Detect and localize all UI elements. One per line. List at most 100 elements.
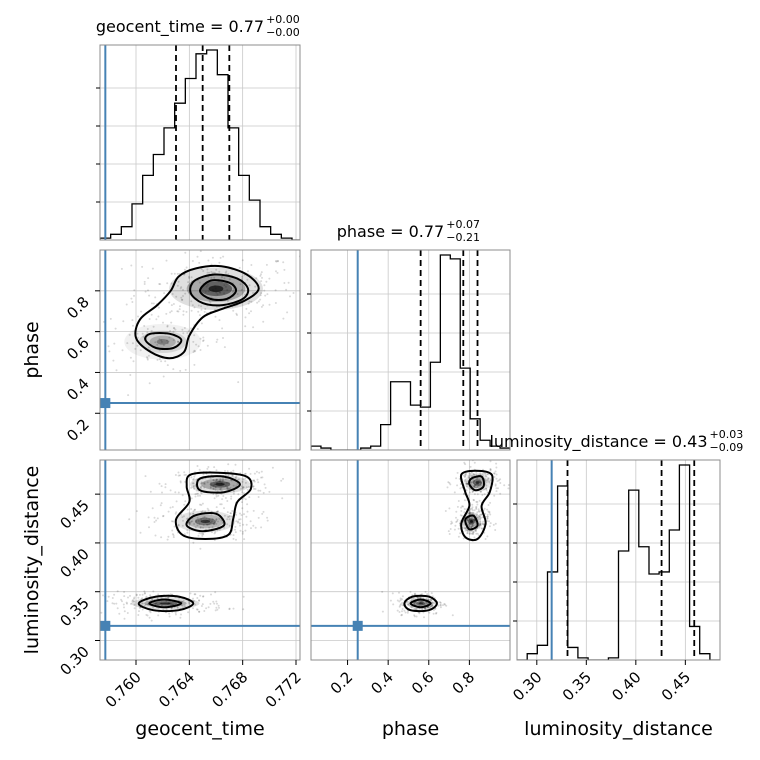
scatter-point [159, 504, 162, 507]
scatter-point [446, 486, 449, 489]
scatter-point [95, 370, 97, 372]
scatter-point [260, 273, 262, 276]
scatter-point [214, 521, 217, 524]
scatter-point [424, 607, 427, 610]
scatter-point [212, 600, 215, 603]
scatter-point [406, 600, 409, 603]
panel-frame [310, 459, 511, 661]
scatter-point [185, 473, 187, 476]
scatter-point [462, 537, 465, 540]
scatter-point [489, 513, 492, 516]
scatter-point [443, 602, 446, 605]
scatter-point [173, 525, 176, 528]
scatter-point [256, 478, 259, 481]
scatter-point [187, 281, 190, 284]
scatter-point [486, 517, 489, 520]
scatter-point [274, 289, 277, 292]
scatter-point [187, 330, 190, 333]
scatter-point [203, 610, 206, 612]
scatter-point [122, 320, 125, 323]
scatter-point [116, 590, 119, 593]
x-tick-label: 0.45 [658, 668, 694, 704]
scatter-point [493, 472, 496, 475]
scatter-point [166, 339, 168, 342]
scatter-point [185, 310, 188, 313]
scatter-point [121, 349, 124, 352]
y-tick-label: 0.4 [63, 375, 93, 405]
scatter-point [172, 339, 175, 342]
scatter-point [149, 594, 152, 597]
scatter-point [167, 596, 170, 599]
scatter-point [241, 530, 244, 533]
scatter-point [401, 610, 403, 613]
scatter-point [399, 603, 402, 606]
scatter-point [145, 613, 148, 616]
scatter-point [473, 483, 476, 486]
contour-line [174, 471, 253, 541]
scatter-point [494, 522, 497, 525]
scatter-point [242, 478, 245, 481]
scatter-point [254, 488, 257, 490]
scatter-point [235, 513, 238, 516]
scatter-point [152, 590, 155, 593]
scatter-point [147, 346, 150, 349]
scatter-point [200, 532, 203, 535]
scatter-point [183, 474, 186, 476]
scatter-point [277, 260, 279, 263]
scatter-point [475, 500, 478, 503]
scatter-point [468, 512, 471, 515]
scatter-point [160, 597, 163, 599]
scatter-point [176, 340, 179, 343]
scatter-point [219, 256, 222, 259]
scatter-point [471, 480, 474, 483]
scatter-point [453, 491, 456, 494]
scatter-point [177, 341, 180, 343]
scatter-point [100, 611, 103, 614]
scatter-point [226, 470, 229, 473]
scatter-point [484, 512, 487, 515]
density-level [215, 482, 225, 486]
scatter-point [136, 336, 139, 339]
x-axis-label: phase [382, 718, 439, 740]
scatter-point [150, 313, 153, 316]
scatter-point [162, 515, 164, 518]
panel-title-sup: +0.03 [710, 428, 744, 441]
scatter-point [258, 471, 261, 474]
scatter-point [499, 492, 502, 495]
scatter-point [245, 515, 248, 518]
contour-line [468, 475, 485, 492]
scatter-point [132, 360, 135, 363]
scatter-point [463, 493, 465, 496]
contour-line [137, 594, 195, 613]
scatter-point [170, 602, 173, 605]
scatter-point [149, 490, 152, 493]
scatter-point [174, 474, 177, 476]
scatter-point [244, 325, 247, 328]
scatter-point [264, 294, 267, 297]
scatter-point [152, 606, 154, 609]
scatter-point [200, 305, 203, 308]
scatter-point [230, 497, 233, 500]
scatter-point [172, 534, 175, 537]
scatter-point [176, 606, 179, 609]
scatter-point [215, 495, 218, 498]
scatter-point [424, 607, 427, 610]
scatter-point [212, 485, 215, 488]
scatter-point [240, 514, 243, 517]
scatter-point [131, 600, 134, 603]
scatter-point [447, 481, 450, 484]
scatter-point [142, 335, 145, 338]
scatter-point [262, 491, 265, 494]
scatter-point [327, 325, 329, 327]
scatter-point [198, 523, 201, 526]
scatter-point [223, 514, 226, 517]
scatter-point [302, 477, 304, 479]
scatter-point [164, 360, 167, 363]
contour-line [459, 469, 494, 542]
scatter-point [478, 478, 481, 481]
scatter-point [218, 517, 221, 520]
scatter-point [229, 486, 232, 489]
scatter-point [198, 468, 201, 471]
scatter-point [401, 595, 404, 598]
scatter-point [183, 327, 186, 329]
